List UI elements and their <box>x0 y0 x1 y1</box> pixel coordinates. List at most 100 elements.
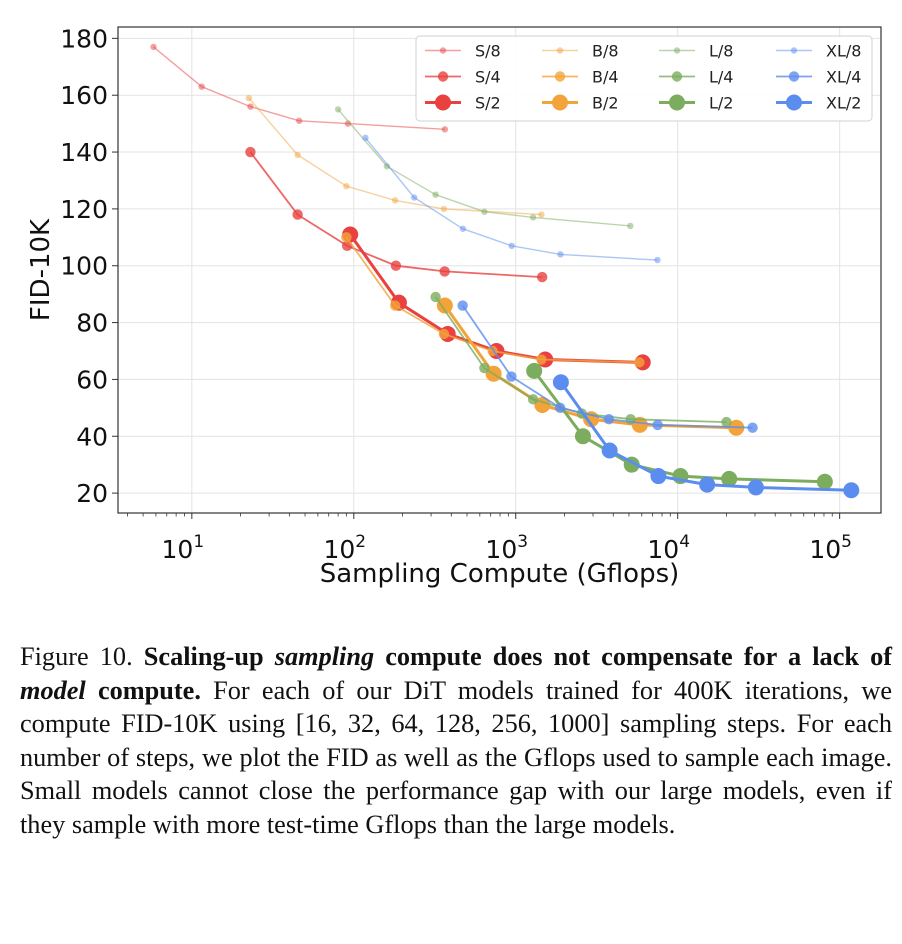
point-b-2 <box>631 416 648 433</box>
legend-entry-l-4: L/4 <box>659 68 733 87</box>
legend-label-l-2: L/2 <box>709 94 733 113</box>
legend-marker-l-4 <box>671 71 683 82</box>
point-xl-8 <box>508 242 515 250</box>
legend-box <box>415 35 873 122</box>
point-s-8 <box>150 43 157 51</box>
legend-label-s-2: S/2 <box>475 94 501 113</box>
series-xl-4 <box>457 300 758 433</box>
point-xl-2 <box>747 479 764 496</box>
plot-frame <box>117 26 882 514</box>
y-tick-label: 180 <box>60 24 108 53</box>
point-l-4 <box>721 416 732 428</box>
legend-entry-b-2: B/2 <box>542 94 619 113</box>
point-l-2 <box>526 362 543 379</box>
legend-entry-xl-2: XL/2 <box>776 94 861 113</box>
x-tick-label: 105 <box>809 532 852 564</box>
point-xl-8 <box>654 256 661 264</box>
point-s-4 <box>292 209 303 220</box>
legend-label-xl-8: XL/8 <box>826 42 861 61</box>
line-b-8 <box>248 97 542 216</box>
point-l-4 <box>479 362 490 374</box>
line-xl-4 <box>461 304 753 429</box>
point-l-2 <box>721 470 738 487</box>
legend-label-b-2: B/2 <box>592 94 619 113</box>
legend: S/8 S/4 S/2 B/8 B/4 B/2 L/8 L/4 L/2 XL/8 XL/4 XL/2 <box>415 35 873 122</box>
legend-label-b-4: B/4 <box>592 68 619 87</box>
point-b-8 <box>343 182 350 190</box>
y-tick-label: 120 <box>60 195 108 224</box>
x-axis-label: Sampling Compute (Gflops) <box>320 559 680 589</box>
point-xl-2 <box>552 374 569 391</box>
point-l-2 <box>816 473 833 490</box>
legend-marker-s-2 <box>435 94 451 111</box>
legend-entry-s-8: S/8 <box>425 42 501 61</box>
y-tick-label: 160 <box>60 81 108 110</box>
point-xl-2 <box>843 482 860 499</box>
point-l-8 <box>334 106 342 113</box>
caption-bold-italic-2: model <box>20 675 86 705</box>
legend-marker-l-2 <box>669 94 685 111</box>
point-xl-4 <box>506 371 517 382</box>
y-axis-ticks: 20 40 60 80 100 120 140 160 180 <box>60 24 118 508</box>
point-xl-4 <box>652 419 663 431</box>
point-s-8 <box>247 103 254 110</box>
line-xl-8 <box>364 137 658 261</box>
legend-entry-s-2: S/2 <box>425 94 501 113</box>
point-s-4 <box>536 271 548 283</box>
legend-label-l-8: L/8 <box>709 42 733 61</box>
caption-bold-italic-1: sampling <box>274 642 375 671</box>
legend-entry-xl-4: XL/4 <box>776 68 861 87</box>
point-l-8 <box>627 222 634 230</box>
point-s-4 <box>245 146 256 158</box>
point-xl-4 <box>603 414 615 425</box>
legend-entry-b-8: B/8 <box>542 42 619 61</box>
chart: 101 102 103 104 105 20406080100120140160180 … <box>26 24 882 589</box>
y-tick-label: 140 <box>60 138 108 167</box>
legend-label-s-8: S/8 <box>475 42 501 61</box>
legend-entry-l-8: L/8 <box>659 42 733 61</box>
y-tick-label: 20 <box>76 479 108 508</box>
caption-figure-label: Figure 10. <box>20 642 133 671</box>
point-b-8 <box>440 205 448 213</box>
point-l-8 <box>383 163 391 170</box>
legend-label-xl-4: XL/4 <box>826 68 861 87</box>
legend-marker-s-4 <box>437 71 449 82</box>
line-s-8 <box>153 46 445 130</box>
point-l-2 <box>574 428 591 445</box>
point-s-4 <box>390 260 402 271</box>
series-l-8 <box>334 106 634 230</box>
point-xl-8 <box>362 134 369 142</box>
point-b-8 <box>538 211 545 218</box>
legend-marker-xl-8 <box>790 47 798 54</box>
line-b-4 <box>345 236 640 364</box>
figure-caption: Figure 10. Scaling-up sampling compute d… <box>20 640 892 841</box>
line-s-4 <box>249 151 543 278</box>
caption-bold-3: compute. <box>97 675 201 705</box>
line-xl-2 <box>559 381 852 492</box>
point-b-8 <box>391 197 399 204</box>
y-tick-label: 40 <box>76 422 108 451</box>
x-tick-label: 101 <box>162 532 205 564</box>
point-xl-2 <box>601 442 618 459</box>
point-l-4 <box>430 291 441 303</box>
point-l-8 <box>432 191 439 198</box>
series-b-4 <box>341 232 645 368</box>
point-b-8 <box>294 151 301 159</box>
legend-marker-b-8 <box>556 47 564 54</box>
legend-label-l-4: L/4 <box>709 68 733 87</box>
series-layer <box>150 43 860 499</box>
legend-entry-xl-8: XL/8 <box>776 42 861 61</box>
point-b-4 <box>634 357 645 368</box>
caption-bold-2: compute does not compensate for a lack o… <box>385 642 893 671</box>
point-b-4 <box>389 300 401 311</box>
legend-marker-l-8 <box>673 47 681 54</box>
legend-entry-s-4: S/4 <box>425 68 501 87</box>
series-b-8 <box>245 94 545 218</box>
point-xl-4 <box>554 402 566 414</box>
y-tick-label: 80 <box>76 309 108 338</box>
point-xl-2 <box>699 476 716 493</box>
point-xl-4 <box>457 300 468 311</box>
legend-marker-b-4 <box>554 71 566 82</box>
legend-marker-xl-2 <box>786 94 802 111</box>
point-xl-8 <box>410 194 418 201</box>
